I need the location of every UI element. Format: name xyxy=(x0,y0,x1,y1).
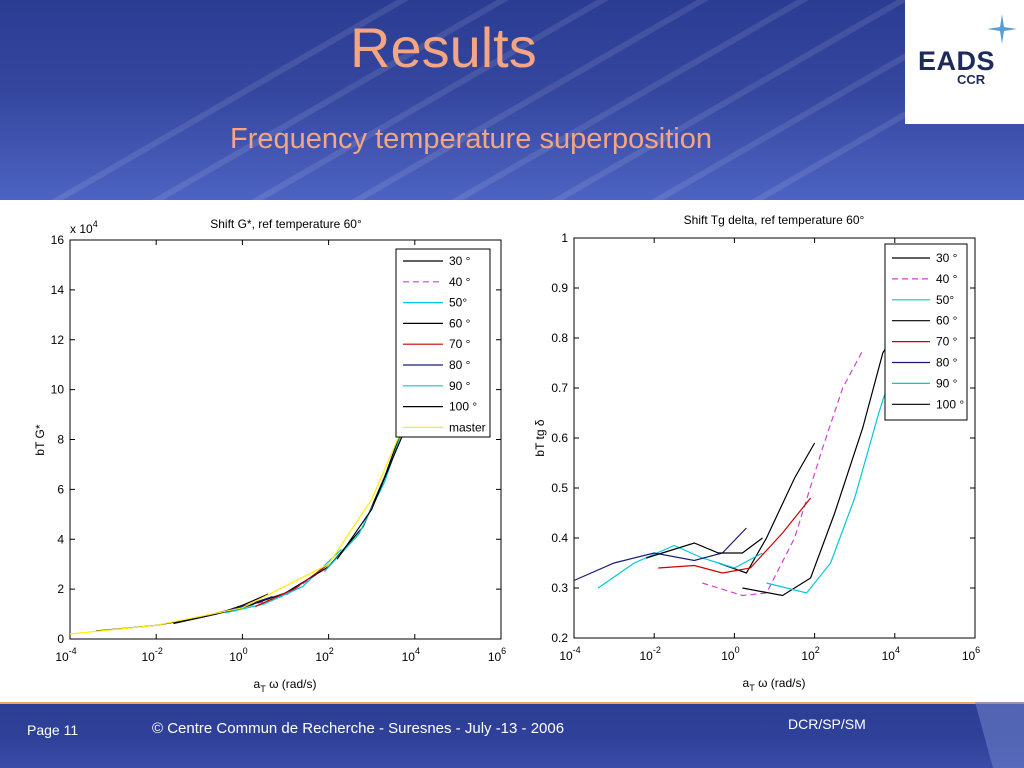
legend-label: 80 ° xyxy=(449,358,471,372)
series-line-8 xyxy=(69,429,403,635)
y-tick-label: 10 xyxy=(51,383,65,397)
y-tick-label: 2 xyxy=(57,582,64,596)
series-line-5 xyxy=(573,527,747,582)
series-line-3 xyxy=(742,332,896,597)
x-tick-label: 104 xyxy=(402,646,420,664)
slide-header: EADS CCR Results Frequency temperature s… xyxy=(0,0,1024,200)
x-tick-label: 102 xyxy=(315,646,333,664)
legend-label: 50° xyxy=(936,293,954,307)
legend-label: 100 ° xyxy=(936,397,964,411)
y-tick-label: 0 xyxy=(57,632,64,646)
chart-title: Shift Tg delta, ref temperature 60° xyxy=(684,213,865,227)
legend-label: 40 ° xyxy=(936,272,958,286)
y-axis-label: bT G* xyxy=(33,424,47,455)
department-code: DCR/SP/SM xyxy=(788,716,866,732)
legend-label: 40 ° xyxy=(449,275,471,289)
x-tick-label: 10-4 xyxy=(55,646,76,664)
y-tick-label: 0.3 xyxy=(551,581,568,595)
y-tick-label: 12 xyxy=(51,333,65,347)
copyright-text: © Centre Commun de Recherche - Suresnes … xyxy=(152,720,565,737)
footer-corner-shape xyxy=(975,702,1024,768)
x-tick-label: 106 xyxy=(962,645,980,663)
series-line-4 xyxy=(658,497,812,574)
x-tick-label: 10-2 xyxy=(142,646,163,664)
footer-divider xyxy=(0,702,1024,704)
legend-label: 100 ° xyxy=(449,400,477,414)
logo: EADS CCR xyxy=(905,0,1024,124)
series-line-2 xyxy=(597,544,763,589)
series-line-7 xyxy=(336,431,405,560)
y-tick-label: 1 xyxy=(561,231,568,245)
y-tick-label: 0.4 xyxy=(551,531,568,545)
series-line-6 xyxy=(766,362,896,594)
legend-label: 60 ° xyxy=(936,314,958,328)
page-title: Results xyxy=(350,16,537,79)
x-tick-label: 100 xyxy=(229,646,247,664)
y-tick-label: 8 xyxy=(57,433,64,447)
legend-label: 30 ° xyxy=(449,254,471,268)
y-tick-label: 0.5 xyxy=(551,481,568,495)
y-tick-label: 14 xyxy=(51,283,65,297)
legend-box xyxy=(884,243,968,421)
y-tick-label: 0.2 xyxy=(551,631,568,645)
x-tick-label: 10-4 xyxy=(559,645,580,663)
legend-label: 70 ° xyxy=(936,335,958,349)
chart-title: Shift G*, ref temperature 60° xyxy=(210,217,362,231)
legend-label: 90 ° xyxy=(449,379,471,393)
x-tick-label: 106 xyxy=(488,646,506,664)
y-tick-label: 4 xyxy=(57,532,64,546)
y-tick-label: 0.9 xyxy=(551,281,568,295)
x-tick-label: 100 xyxy=(721,645,739,663)
series-line-4 xyxy=(255,563,329,608)
page-subtitle: Frequency temperature superposition xyxy=(230,123,712,155)
chart-shift-tgdelta: Shift Tg delta, ref temperature 60° bT t… xyxy=(512,200,1024,702)
series-line-0 xyxy=(718,442,816,574)
series-line-1 xyxy=(702,350,864,597)
x-axis-label: aT ω (rad/s) xyxy=(743,676,806,693)
legend-box xyxy=(395,248,491,438)
legend-label: 60 ° xyxy=(449,316,471,330)
x-axis-label: aT ω (rad/s) xyxy=(254,677,317,694)
y-tick-label: 6 xyxy=(57,482,64,496)
legend-label: 70 ° xyxy=(449,337,471,351)
x-tick-label: 10-2 xyxy=(640,645,661,663)
y-tick-label: 16 xyxy=(51,233,65,247)
y-tick-label: 0.7 xyxy=(551,381,568,395)
x-tick-label: 102 xyxy=(801,645,819,663)
legend-label: 90 ° xyxy=(936,376,958,390)
logo-subname: CCR xyxy=(957,72,986,87)
y-tick-label: 0.6 xyxy=(551,431,568,445)
page-number: Page 11 xyxy=(27,722,79,738)
x-tick-label: 104 xyxy=(882,645,900,663)
legend-label: master xyxy=(449,420,486,434)
legend-label: 80 ° xyxy=(936,356,958,370)
y-tick-label: 0.8 xyxy=(551,331,568,345)
chart-shift-g: Shift G*, ref temperature 60° x 104 bT G… xyxy=(0,200,512,702)
sparkle-icon xyxy=(987,14,1017,44)
header-stripes xyxy=(51,0,1024,200)
logo-name: EADS xyxy=(918,46,996,76)
y-axis-label: bT tg δ xyxy=(533,419,547,456)
legend-label: 50° xyxy=(449,296,467,310)
y-multiplier: x 104 xyxy=(70,219,98,236)
slide-footer: Page 11 © Centre Commun de Recherche - S… xyxy=(0,702,1024,768)
legend-label: 30 ° xyxy=(936,251,958,265)
series-line-7 xyxy=(646,537,763,559)
